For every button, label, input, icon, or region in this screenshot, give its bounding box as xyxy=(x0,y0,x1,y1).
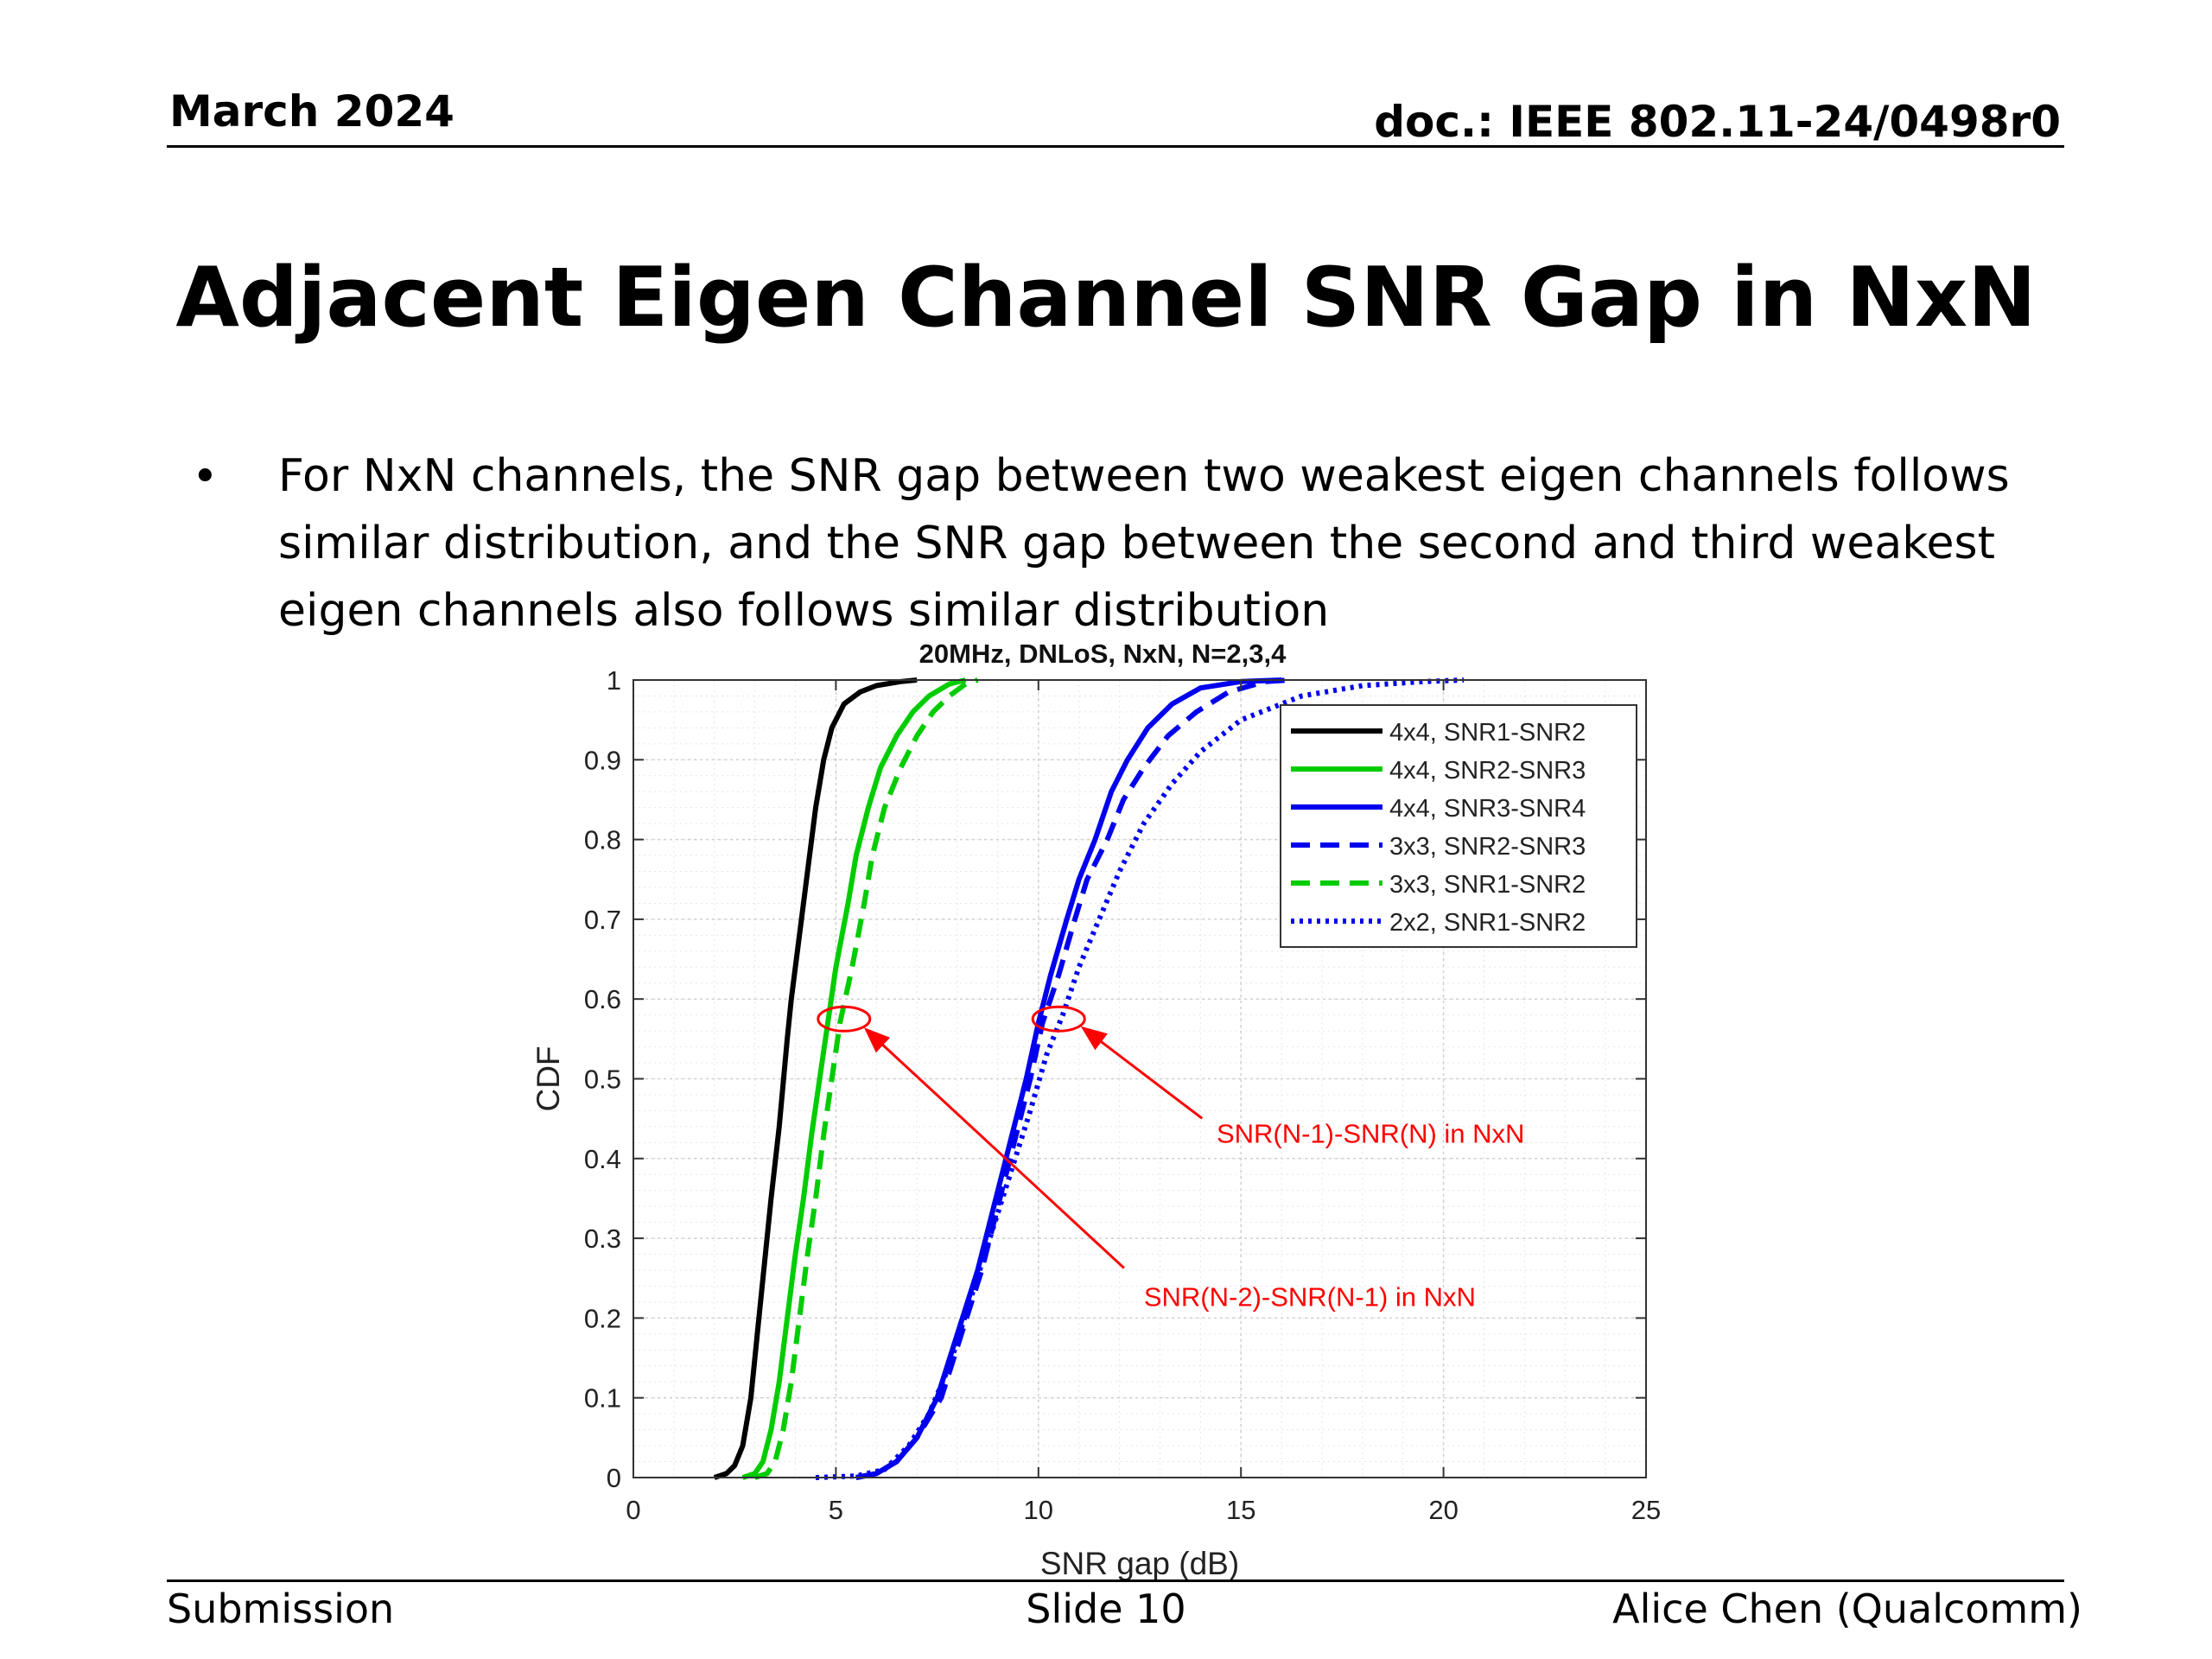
footer-submission: Submission xyxy=(167,1586,395,1632)
y-tick-label: 0.3 xyxy=(584,1224,621,1254)
annotation-ellipse-0 xyxy=(1031,1005,1086,1033)
annotation-label-0: SNR(N-1)-SNR(N) in NxN xyxy=(1217,1118,1525,1148)
slide-title: Adjacent Eigen Channel SNR Gap in NxN xyxy=(175,251,2037,346)
x-tick-label: 25 xyxy=(1631,1495,1661,1525)
y-axis-label: CDF xyxy=(531,1046,566,1111)
x-tick-label: 20 xyxy=(1428,1495,1458,1525)
series-line-1 xyxy=(741,677,967,1480)
legend: 4x4, SNR1-SNR2 4x4, SNR2-SNR3 4x4, SNR3-SN… xyxy=(1280,704,1637,948)
y-tick-label: 0.4 xyxy=(584,1144,621,1174)
series-line-3 xyxy=(855,677,1290,1480)
header-date: March 2024 xyxy=(169,86,454,137)
legend-label-5: 2x2, SNR1-SNR2 xyxy=(1389,909,1586,937)
legend-label-2: 4x4, SNR3-SNR4 xyxy=(1389,795,1586,823)
legend-label-0: 4x4, SNR1-SNR2 xyxy=(1389,719,1586,747)
y-tick-label: 0.9 xyxy=(584,745,621,775)
series-line-0 xyxy=(713,677,918,1480)
legend-label-1: 4x4, SNR2-SNR3 xyxy=(1389,757,1586,785)
chart-title: 20MHz, DNLoS, NxN, N=2,3,4 xyxy=(919,639,1287,669)
annotation-ellipse-1 xyxy=(817,1005,872,1033)
y-tick-label: 0.2 xyxy=(584,1303,621,1333)
bullet-text: For NxN channels, the SNR gap between tw… xyxy=(278,450,2010,637)
y-tick-label: 0.5 xyxy=(584,1065,621,1095)
y-tick-label: 1 xyxy=(607,665,621,696)
x-tick-label: 15 xyxy=(1226,1495,1255,1525)
annotation-arrow-0 xyxy=(1080,1026,1204,1120)
y-tick-label: 0.8 xyxy=(584,825,621,855)
x-tick-label: 0 xyxy=(626,1495,640,1525)
footer-slide-number: Slide 10 xyxy=(1026,1586,1186,1632)
legend-label-3: 3x3, SNR2-SNR3 xyxy=(1389,833,1586,861)
x-axis-label: SNR gap (dB) xyxy=(1040,1546,1239,1581)
legend-label-4: 3x3, SNR1-SNR2 xyxy=(1389,871,1586,899)
series-line-4 xyxy=(753,677,979,1480)
y-tick-label: 0.1 xyxy=(584,1383,621,1414)
x-tick-label: 10 xyxy=(1024,1495,1053,1525)
bullet-marker: • xyxy=(192,451,219,503)
legend-box xyxy=(1280,704,1637,948)
y-tick-label: 0.7 xyxy=(584,905,621,935)
x-tick-label: 5 xyxy=(829,1495,843,1525)
tick-marks xyxy=(632,679,1647,1478)
annotation-arrow-1 xyxy=(863,1027,1125,1269)
header-rule xyxy=(167,145,2064,148)
y-tick-label: 0 xyxy=(607,1463,621,1493)
annotation-label-1: SNR(N-2)-SNR(N-1) in NxN xyxy=(1144,1282,1476,1313)
footer-author: Alice Chen (Qualcomm) xyxy=(1612,1586,2082,1632)
footer-rule xyxy=(167,1580,2064,1582)
y-tick-label: 0.6 xyxy=(584,984,621,1014)
header-doc-id: doc.: IEEE 802.11-24/0498r0 xyxy=(1374,97,2061,147)
series-line-5 xyxy=(815,677,1465,1480)
